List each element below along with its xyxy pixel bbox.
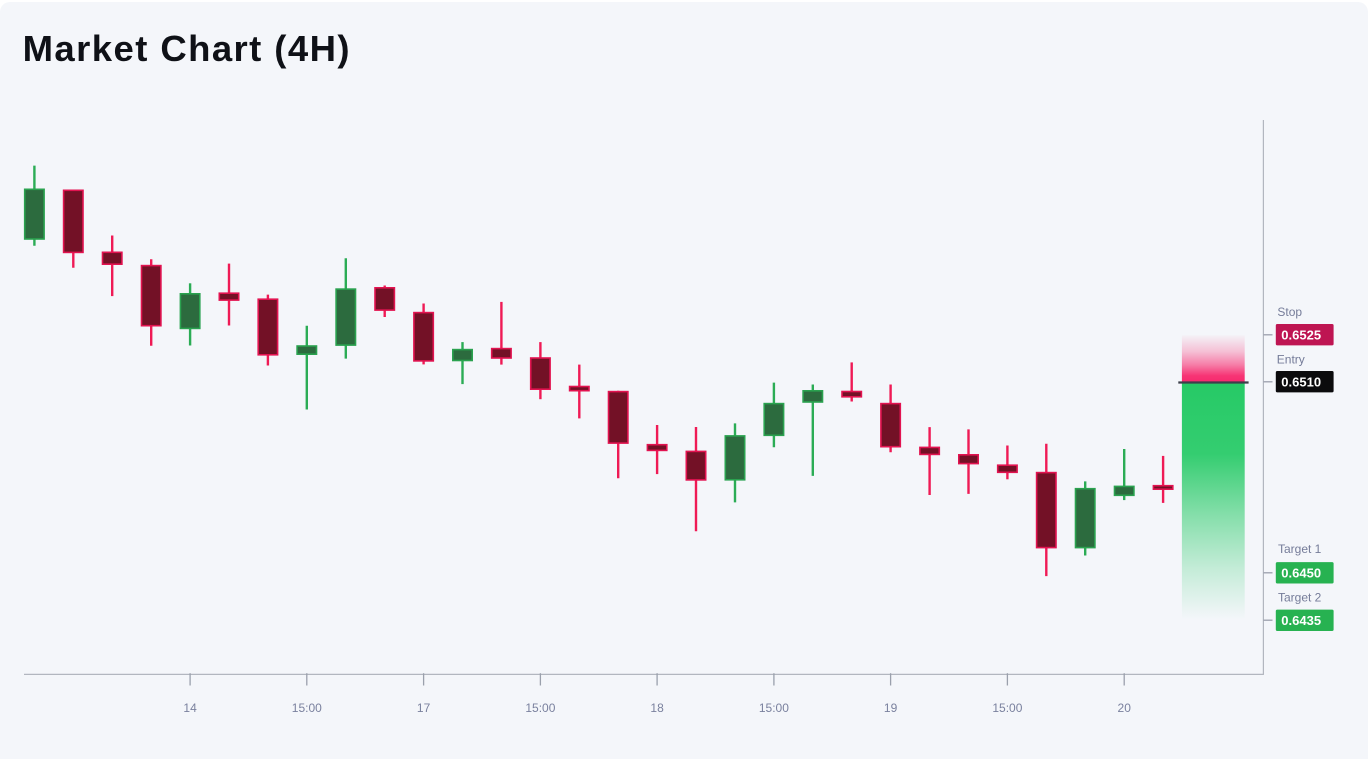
svg-text:Stop: Stop bbox=[1277, 305, 1302, 319]
svg-text:19: 19 bbox=[884, 701, 898, 715]
svg-text:0.6450: 0.6450 bbox=[1281, 565, 1321, 580]
svg-text:Target 1: Target 1 bbox=[1278, 542, 1322, 556]
svg-text:0.6435: 0.6435 bbox=[1281, 613, 1321, 628]
svg-text:0.6510: 0.6510 bbox=[1281, 374, 1321, 389]
svg-text:Entry: Entry bbox=[1277, 353, 1305, 367]
svg-text:15:00: 15:00 bbox=[992, 701, 1022, 715]
svg-text:0.6525: 0.6525 bbox=[1281, 327, 1321, 342]
svg-text:17: 17 bbox=[417, 701, 431, 715]
svg-text:18: 18 bbox=[650, 701, 664, 715]
svg-text:15:00: 15:00 bbox=[292, 701, 322, 715]
svg-text:15:00: 15:00 bbox=[525, 701, 555, 715]
svg-text:20: 20 bbox=[1118, 701, 1132, 715]
svg-text:15:00: 15:00 bbox=[759, 701, 789, 715]
svg-text:Target 2: Target 2 bbox=[1278, 591, 1322, 605]
svg-text:14: 14 bbox=[183, 701, 197, 715]
